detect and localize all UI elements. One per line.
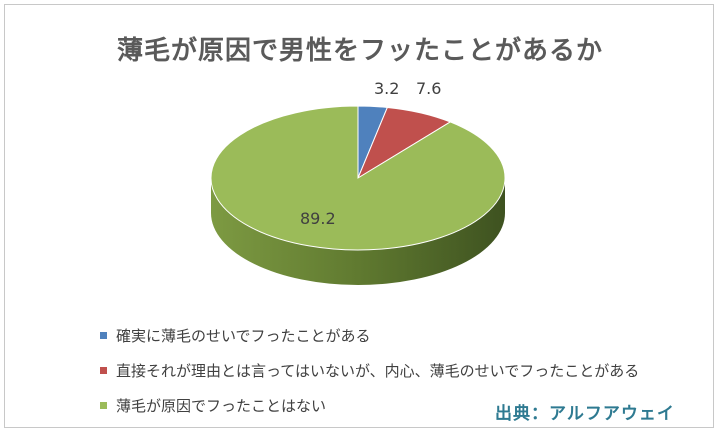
slice-value-label: 3.2	[374, 79, 399, 98]
legend-item-definitely: 確実に薄毛のせいでフったことがある	[100, 318, 639, 353]
legend: 確実に薄毛のせいでフったことがある 直接それが理由とは言ってはいないが、内心、薄…	[100, 318, 639, 423]
source-credit: 出典：アルフアウェイ	[495, 404, 675, 424]
pie-slice-2	[210, 105, 506, 251]
slice-value-label: 89.2	[300, 209, 336, 228]
legend-item-never: 薄毛が原因でフったことはない	[100, 388, 639, 423]
chart-title: 薄毛が原因で男性をフッたことがあるか	[116, 36, 603, 66]
legend-label: 薄毛が原因でフったことはない	[116, 397, 327, 415]
legend-swatch-red	[100, 367, 107, 374]
legend-label: 直接それが理由とは言ってはいないが、内心、薄毛のせいでフったことがある	[116, 362, 640, 380]
pie-side-wall	[211, 178, 505, 285]
legend-label: 確実に薄毛のせいでフったことがある	[116, 327, 371, 345]
legend-swatch-green	[100, 402, 107, 409]
legend-item-secretly: 直接それが理由とは言ってはいないが、内心、薄毛のせいでフったことがある	[100, 353, 639, 388]
legend-swatch-blue	[100, 332, 107, 339]
slice-value-label: 7.6	[416, 79, 441, 98]
